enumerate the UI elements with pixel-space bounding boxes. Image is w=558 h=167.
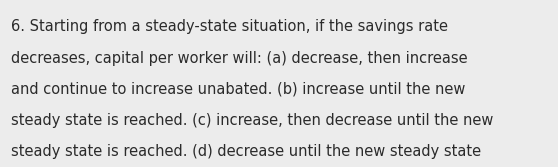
Text: steady state is reached. (d) decrease until the new steady state: steady state is reached. (d) decrease un… — [11, 144, 481, 159]
Text: and continue to increase unabated. (b) increase until the new: and continue to increase unabated. (b) i… — [11, 82, 465, 97]
Text: steady state is reached. (c) increase, then decrease until the new: steady state is reached. (c) increase, t… — [11, 113, 493, 128]
Text: 6. Starting from a steady-state situation, if the savings rate: 6. Starting from a steady-state situatio… — [11, 19, 448, 34]
Text: decreases, capital per worker will: (a) decrease, then increase: decreases, capital per worker will: (a) … — [11, 51, 468, 66]
